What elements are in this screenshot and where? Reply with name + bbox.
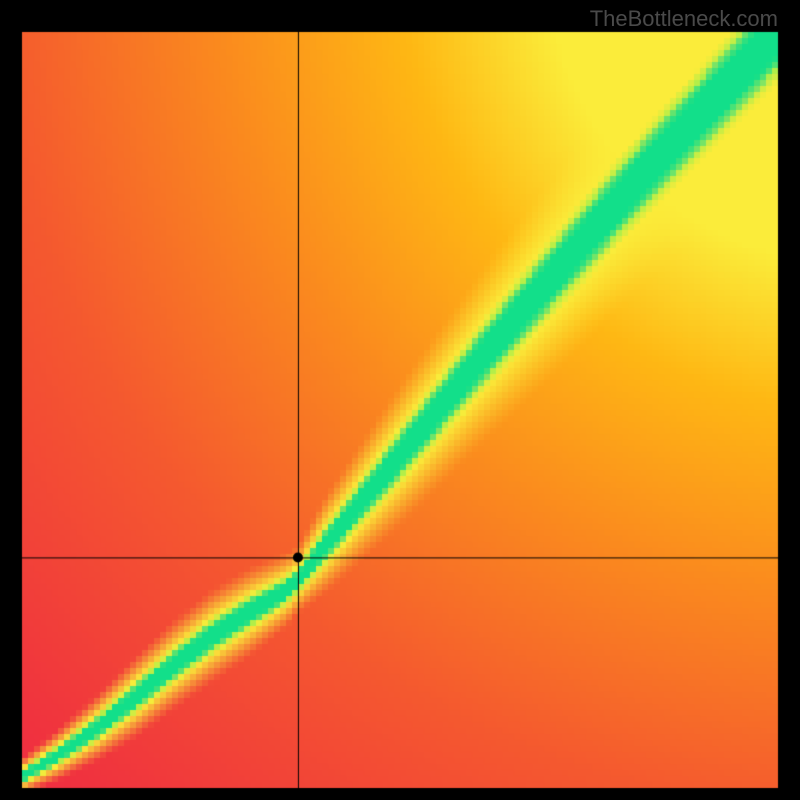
bottleneck-heatmap bbox=[0, 0, 800, 800]
watermark-text: TheBottleneck.com bbox=[590, 6, 778, 32]
chart-container: { "meta": { "watermark_text": "TheBottle… bbox=[0, 0, 800, 800]
